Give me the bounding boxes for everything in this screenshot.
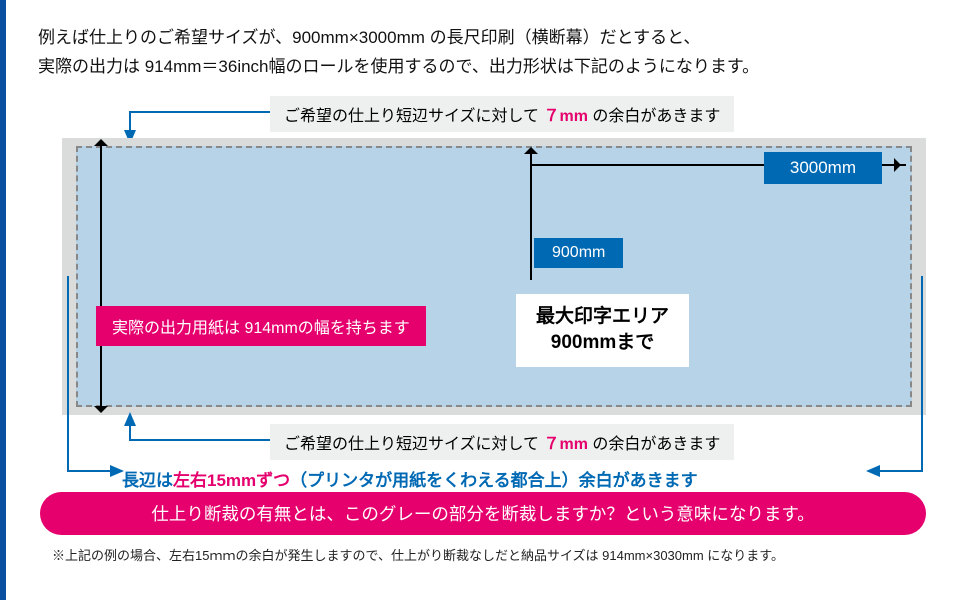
note-914mm: 実際の出力用紙は 914mmの幅を持ちます bbox=[96, 306, 426, 346]
callout-bot-emph: ７mm bbox=[544, 436, 588, 453]
callout-top: ご希望の仕上り短辺サイズに対して ７mm の余白があきます bbox=[270, 96, 734, 132]
max-area-l2: 900mmまで bbox=[536, 330, 669, 357]
diagram: ご希望の仕上り短辺サイズに対して ７mm の余白があきます 3000mm 900… bbox=[40, 96, 926, 486]
callout-bot-pre: ご希望の仕上り短辺サイズに対して bbox=[284, 436, 539, 453]
note-max-print-area: 最大印字エリア 900mmまで bbox=[516, 294, 689, 367]
label-3000mm: 3000mm bbox=[764, 152, 882, 184]
leader-bottom bbox=[110, 410, 280, 444]
callout-top-emph: ７mm bbox=[544, 108, 588, 125]
bottom-post: （プリンタが用紙をくわえる都合上）余白があきます bbox=[290, 471, 698, 490]
label-900mm: 900mm bbox=[534, 238, 623, 268]
leader-right-margin bbox=[860, 276, 930, 486]
height-arrow-900 bbox=[530, 148, 532, 280]
callout-top-post: の余白があきます bbox=[592, 108, 720, 125]
max-area-l1: 最大印字エリア bbox=[536, 304, 669, 331]
bottom-pre: 長辺は bbox=[122, 471, 173, 490]
callout-top-pre: ご希望の仕上り短辺サイズに対して bbox=[284, 108, 539, 125]
leader-left-margin bbox=[60, 276, 130, 486]
callout-bottom: ご希望の仕上り短辺サイズに対して ７mm の余白があきます bbox=[270, 424, 734, 460]
callout-bot-post: の余白があきます bbox=[592, 436, 720, 453]
footnote: ※上記の例の場合、左右15ｍｍの余白が発生しますので、仕上がり断裁なしだと納品サ… bbox=[52, 545, 914, 564]
intro-line2: 実際の出力は 914mm＝36inch幅のロールを使用するので、出力形状は下記の… bbox=[38, 53, 932, 82]
bottom-emph: 左右15mmずつ bbox=[173, 471, 290, 490]
paper-dashed-border bbox=[76, 146, 912, 407]
summary-bar: 仕上り断裁の有無とは、このグレーの部分を断裁しますか？という意味になります。 bbox=[40, 492, 926, 535]
intro-line1: 例えば仕上りのご希望サイズが、900mm×3000mm の長尺印刷（横断幕）だと… bbox=[38, 24, 932, 53]
bottom-note: 長辺は左右15mmずつ（プリンタが用紙をくわえる都合上）余白があきます bbox=[122, 466, 856, 491]
intro-text: 例えば仕上りのご希望サイズが、900mm×3000mm の長尺印刷（横断幕）だと… bbox=[6, 0, 960, 96]
